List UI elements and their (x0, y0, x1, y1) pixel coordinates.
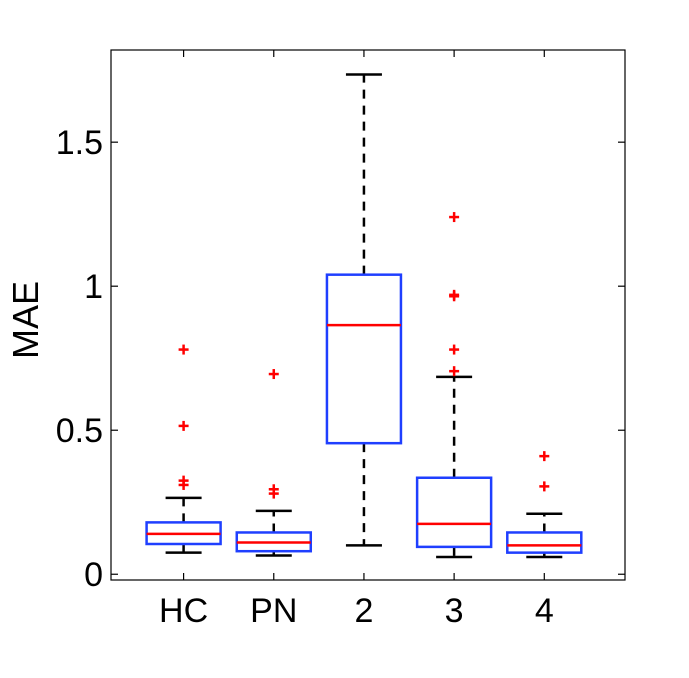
iqr-box (506, 531, 583, 554)
box-2 (325, 73, 403, 547)
outlier-point (178, 475, 189, 486)
outlier-point (178, 344, 189, 355)
x-tick-label: HC (159, 592, 208, 630)
plot-area (110, 49, 626, 581)
outlier-point (449, 289, 460, 300)
y-tick-label: 0.5 (56, 412, 103, 450)
iqr-box (415, 476, 493, 549)
x-tick-label: 3 (445, 592, 464, 630)
outlier-point (449, 344, 460, 355)
x-tick-label: 2 (354, 592, 373, 630)
x-tick-label: 4 (535, 592, 554, 630)
outlier-point (178, 420, 189, 431)
x-axis: HC PN 2 3 4 (159, 50, 554, 630)
outlier-point (539, 481, 550, 492)
y-tick-label: 1 (84, 268, 103, 306)
y-tick-label: 0 (84, 556, 103, 594)
box-HC (145, 344, 222, 554)
outlier-point (539, 451, 550, 462)
outlier-point (268, 369, 279, 380)
box-PN (235, 369, 313, 557)
boxes-group (145, 73, 583, 559)
iqr-box (325, 273, 403, 445)
y-axis-label: MAE (5, 281, 46, 359)
x-tick-label: PN (250, 592, 297, 630)
box-4 (506, 451, 583, 559)
y-axis: 0 0.5 1 1.5 (56, 124, 625, 594)
y-tick-label: 1.5 (56, 124, 103, 162)
box-3 (415, 212, 493, 559)
outlier-point (449, 366, 460, 377)
outlier-point (449, 212, 460, 223)
outlier-point (268, 484, 279, 495)
